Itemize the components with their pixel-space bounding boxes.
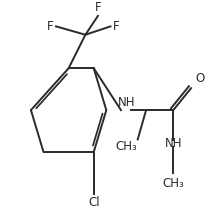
Text: O: O [195, 72, 205, 85]
Text: NH: NH [165, 137, 182, 150]
Text: Cl: Cl [88, 196, 100, 209]
Text: F: F [95, 1, 101, 14]
Text: CH₃: CH₃ [162, 177, 184, 190]
Text: NH: NH [117, 96, 135, 109]
Text: F: F [112, 20, 119, 33]
Text: F: F [47, 20, 54, 33]
Text: CH₃: CH₃ [115, 140, 137, 154]
